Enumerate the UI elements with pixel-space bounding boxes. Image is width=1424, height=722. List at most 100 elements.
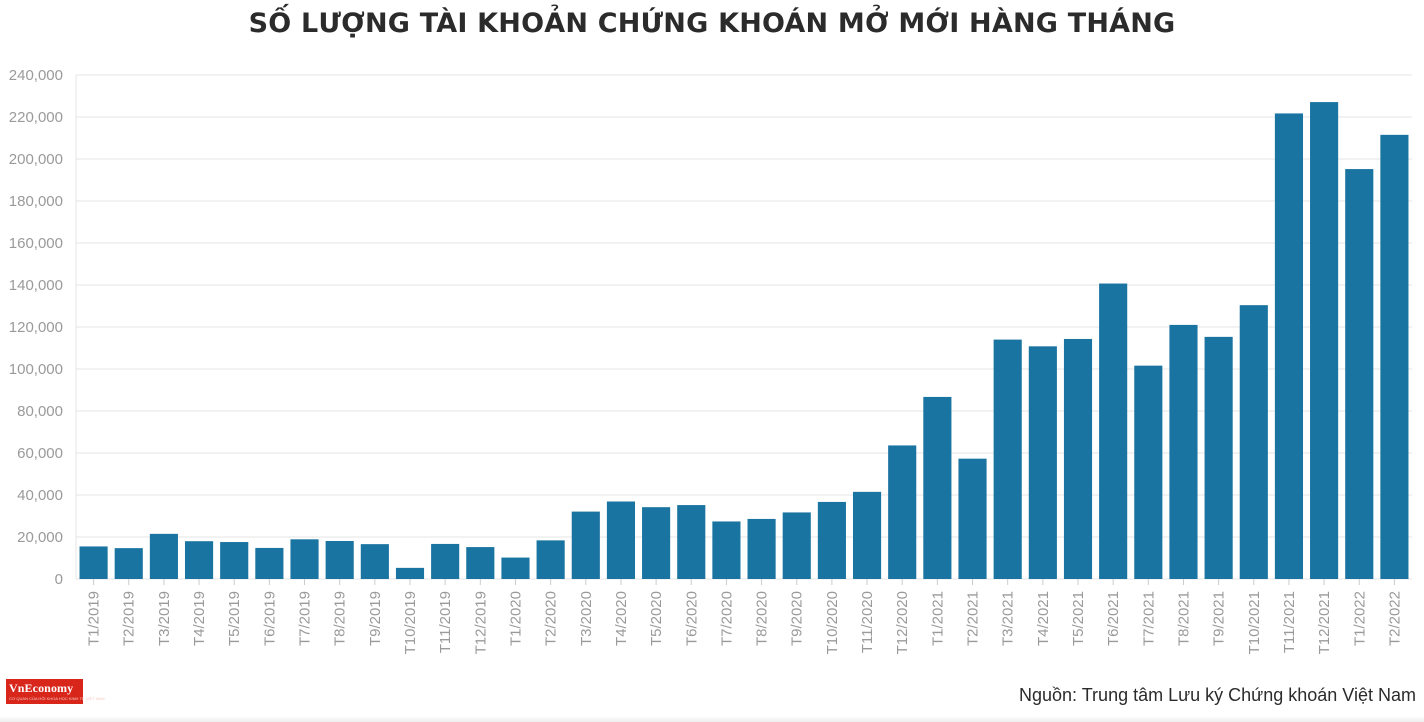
- x-tick-label: T2/2019: [121, 591, 138, 646]
- bar-T4/2019: [184, 541, 214, 579]
- bar-T12/2020: [888, 445, 917, 579]
- bar-T7/2021: [1134, 365, 1163, 579]
- x-tick-label: T4/2019: [191, 591, 208, 646]
- bar-T2/2021: [958, 458, 987, 579]
- y-tick-label: 160,000: [9, 235, 63, 252]
- bar-T9/2021: [1204, 336, 1233, 579]
- x-tick-label: T12/2020: [894, 591, 911, 654]
- x-tick-label: T11/2021: [1281, 591, 1298, 653]
- bar-chart: 0 20,000 40,000 60,000 80,000 100,000 120,000 1…: [9, 67, 1412, 654]
- x-tick-label: T2/2020: [543, 591, 560, 646]
- y-tick-label: 240,000: [9, 67, 63, 84]
- x-tick-label: T2/2022: [1386, 591, 1403, 646]
- bar-T3/2019: [149, 533, 178, 579]
- y-tick-label: 200,000: [9, 151, 63, 168]
- x-tick-label: T6/2019: [261, 591, 278, 646]
- x-tick-label: T3/2021: [1000, 591, 1017, 646]
- bar-T11/2020: [852, 491, 882, 579]
- bar-T4/2021: [1028, 346, 1057, 579]
- y-tick-label: 120,000: [9, 319, 63, 336]
- chart-title: SỐ LƯỢNG TÀI KHOẢN CHỨNG KHOÁN MỞ MỚI HÀ…: [248, 8, 1176, 39]
- x-tick-label: T11/2020: [859, 591, 876, 653]
- x-tick-label: T8/2020: [754, 591, 771, 646]
- bar-T6/2020: [677, 505, 706, 579]
- x-tick-label: T4/2020: [613, 591, 630, 646]
- bar-T4/2020: [606, 501, 636, 579]
- x-tick-label: T5/2020: [648, 591, 665, 646]
- bar-T10/2020: [817, 501, 846, 579]
- x-tick-label: T1/2019: [86, 591, 103, 646]
- x-tick-label: T3/2019: [156, 591, 173, 646]
- bar-T12/2021: [1310, 102, 1339, 579]
- bar-T6/2021: [1099, 283, 1128, 579]
- x-tick-label: T6/2021: [1105, 591, 1122, 646]
- x-tick-label: T8/2021: [1175, 591, 1192, 646]
- x-tick-label: T11/2019: [437, 591, 454, 653]
- y-tick-label: 100,000: [9, 361, 63, 378]
- x-tick-label: T8/2019: [332, 591, 349, 646]
- y-tick-label: 60,000: [17, 445, 63, 462]
- bar-T2/2020: [536, 540, 565, 579]
- y-tick-label: 180,000: [9, 193, 63, 210]
- x-tick-label: T10/2019: [402, 591, 419, 654]
- bar-T5/2020: [642, 507, 671, 579]
- x-tick-label: T9/2020: [789, 591, 806, 646]
- bar-T3/2020: [571, 511, 600, 579]
- bar-T10/2019: [395, 567, 425, 579]
- bar-T1/2021: [923, 396, 952, 579]
- bar-T1/2022: [1345, 169, 1374, 579]
- x-tick-label: T7/2021: [1140, 591, 1157, 646]
- y-tick-label: 220,000: [9, 109, 63, 126]
- x-tick-label: T1/2020: [507, 591, 524, 646]
- bars: [79, 102, 1409, 580]
- x-tick-label: T7/2019: [297, 591, 314, 646]
- bar-T11/2019: [431, 543, 460, 579]
- y-tick-label: 20,000: [17, 529, 63, 546]
- bar-T8/2020: [747, 518, 776, 579]
- bar-T9/2019: [360, 544, 389, 579]
- bar-T2/2019: [114, 548, 143, 579]
- x-tick-label: T4/2021: [1035, 591, 1052, 646]
- source-note: Nguồn: Trung tâm Lưu ký Chứng khoán Việt…: [1019, 685, 1416, 705]
- y-tick-label: 40,000: [17, 487, 63, 504]
- logo-tagline: CƠ QUAN CỦA HỘI KHOA HỌC KINH TẾ VIỆT NA…: [9, 696, 105, 701]
- bar-T7/2019: [290, 539, 319, 579]
- logo-text: VnEconomy: [9, 681, 74, 695]
- bar-T5/2021: [1063, 338, 1093, 579]
- x-tick-label: T1/2022: [1351, 591, 1368, 646]
- x-tick-label: T1/2021: [929, 591, 946, 646]
- bar-T3/2021: [993, 339, 1022, 579]
- y-tick-label: 140,000: [9, 277, 63, 294]
- bottom-edge: [0, 716, 1424, 722]
- y-tick-label: 80,000: [17, 403, 63, 420]
- x-tick-label: T9/2019: [367, 591, 384, 646]
- bar-T1/2019: [79, 546, 108, 579]
- bar-T8/2021: [1169, 324, 1198, 579]
- x-tick-label: T6/2020: [683, 591, 700, 646]
- x-tick-label: T10/2021: [1246, 591, 1263, 654]
- bar-T1/2020: [501, 557, 530, 579]
- x-tick-label: T3/2020: [578, 591, 595, 646]
- vneconomy-logo: VnEconomy CƠ QUAN CỦA HỘI KHOA HỌC KINH …: [6, 679, 105, 704]
- x-tick-label: T12/2019: [472, 591, 489, 654]
- y-axis-ticks: 0 20,000 40,000 60,000 80,000 100,000 120,000 1…: [9, 67, 63, 588]
- bar-T10/2021: [1239, 305, 1268, 579]
- x-tick-label: T5/2019: [226, 591, 243, 646]
- bar-T5/2019: [220, 542, 249, 579]
- bar-T8/2019: [325, 540, 354, 579]
- bar-T2/2022: [1380, 134, 1409, 579]
- bar-T7/2020: [712, 521, 741, 579]
- x-tick-label: T10/2020: [824, 591, 841, 654]
- x-tick-label: T9/2021: [1211, 591, 1228, 646]
- bar-T9/2020: [782, 512, 811, 579]
- bar-T6/2019: [255, 547, 284, 579]
- bar-T12/2019: [466, 547, 495, 579]
- x-tick-label: T2/2021: [965, 591, 982, 646]
- y-tick-label: 0: [55, 571, 63, 588]
- gridlines: [75, 74, 1412, 580]
- x-axis-ticks: T1/2019 T2/2019 T3/2019 T4/2019 T5/2019 T6/20…: [86, 579, 1403, 654]
- x-tick-label: T12/2021: [1316, 591, 1333, 654]
- x-tick-label: T5/2021: [1070, 591, 1087, 646]
- bar-T11/2021: [1274, 113, 1304, 580]
- x-tick-label: T7/2020: [718, 591, 735, 646]
